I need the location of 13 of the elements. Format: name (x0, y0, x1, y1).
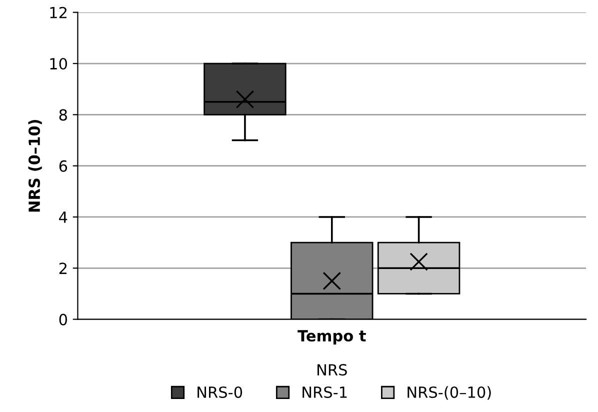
y-tick-label: 4 (59, 212, 68, 223)
legend-title: NRS (318, 364, 347, 376)
y-tick-label: 8 (59, 109, 67, 121)
y-axis-title: NRS (0–10) (28, 120, 42, 212)
y-tick-label: 12 (50, 6, 66, 18)
legend-label: NRS-0 (198, 386, 242, 398)
y-tick-label: 10 (50, 58, 68, 70)
legend-label: NRS-1 (302, 386, 347, 398)
legend-label: NRS-(0–10) (408, 386, 491, 400)
y-tick-label: 6 (59, 160, 68, 172)
x-axis-title: Tempo t (298, 330, 366, 345)
y-tick-label: 2 (59, 262, 66, 274)
y-tick-label: 0 (59, 314, 68, 326)
